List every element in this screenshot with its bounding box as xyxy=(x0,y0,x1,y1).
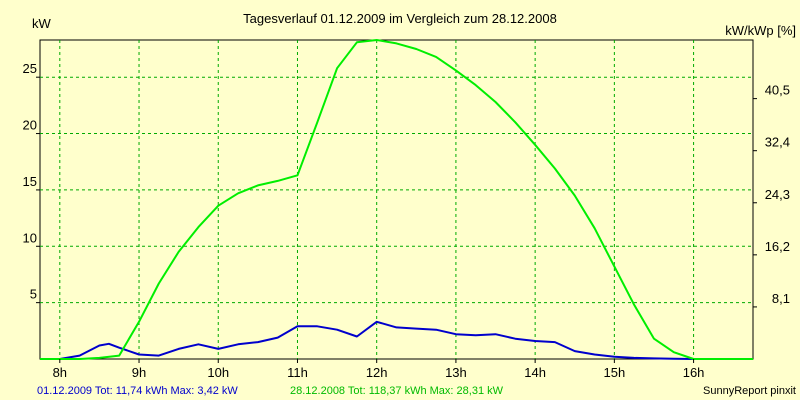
x-tick-label-0: 8h xyxy=(53,365,67,380)
footer-blue-summary: 01.12.2009 Tot: 11,74 kWh Max: 3,42 kW xyxy=(37,385,238,397)
x-tick-label-4: 12h xyxy=(366,365,388,380)
x-tick-label-7: 15h xyxy=(604,365,626,380)
y-right-tick-label-2: 24,3 xyxy=(765,187,790,202)
series-line-1 xyxy=(40,39,753,360)
y-right-tick-label-0: 8,1 xyxy=(772,291,790,306)
x-tick-label-2: 10h xyxy=(207,365,229,380)
y-right-tick-label-3: 32,4 xyxy=(765,135,790,150)
grid-lines xyxy=(40,40,753,359)
y-axis-right-label: kW/kWp [%] xyxy=(725,23,796,38)
x-axis-ticks: 8h 9h 10h 11h 12h 13h 14h 15h 16h xyxy=(53,359,705,380)
plot-area xyxy=(39,39,754,360)
x-tick-label-8: 16h xyxy=(683,365,705,380)
y-left-tick-label-1: 10 xyxy=(23,230,37,245)
x-tick-label-5: 13h xyxy=(445,365,467,380)
y-left-tick-label-2: 15 xyxy=(23,174,37,189)
y-left-tick-label-0: 5 xyxy=(30,287,37,302)
x-tick-label-1: 9h xyxy=(132,365,146,380)
y-left-tick-label-4: 25 xyxy=(23,61,37,76)
footer-green-summary: 28.12.2008 Tot: 118,37 kWh Max: 28,31 kW xyxy=(290,385,504,397)
y-right-tick-label-4: 40,5 xyxy=(765,83,790,98)
series-line-0 xyxy=(40,320,753,360)
y-axis-left-ticks: 5 10 15 20 25 xyxy=(23,61,40,304)
chart-title: Tagesverlauf 01.12.2009 im Vergleich zum… xyxy=(243,11,557,26)
y-axis-right-ticks: 8,1 16,2 24,3 32,4 40,5 xyxy=(753,83,790,308)
x-tick-label-3: 11h xyxy=(287,365,308,380)
series-layer xyxy=(40,39,753,360)
y-left-tick-label-3: 20 xyxy=(23,118,37,133)
x-tick-label-6: 14h xyxy=(524,365,546,380)
y-right-tick-label-1: 16,2 xyxy=(765,239,790,254)
footer-credit: SunnyReport pinxit xyxy=(703,385,796,397)
y-axis-left-label: kW xyxy=(32,16,52,31)
